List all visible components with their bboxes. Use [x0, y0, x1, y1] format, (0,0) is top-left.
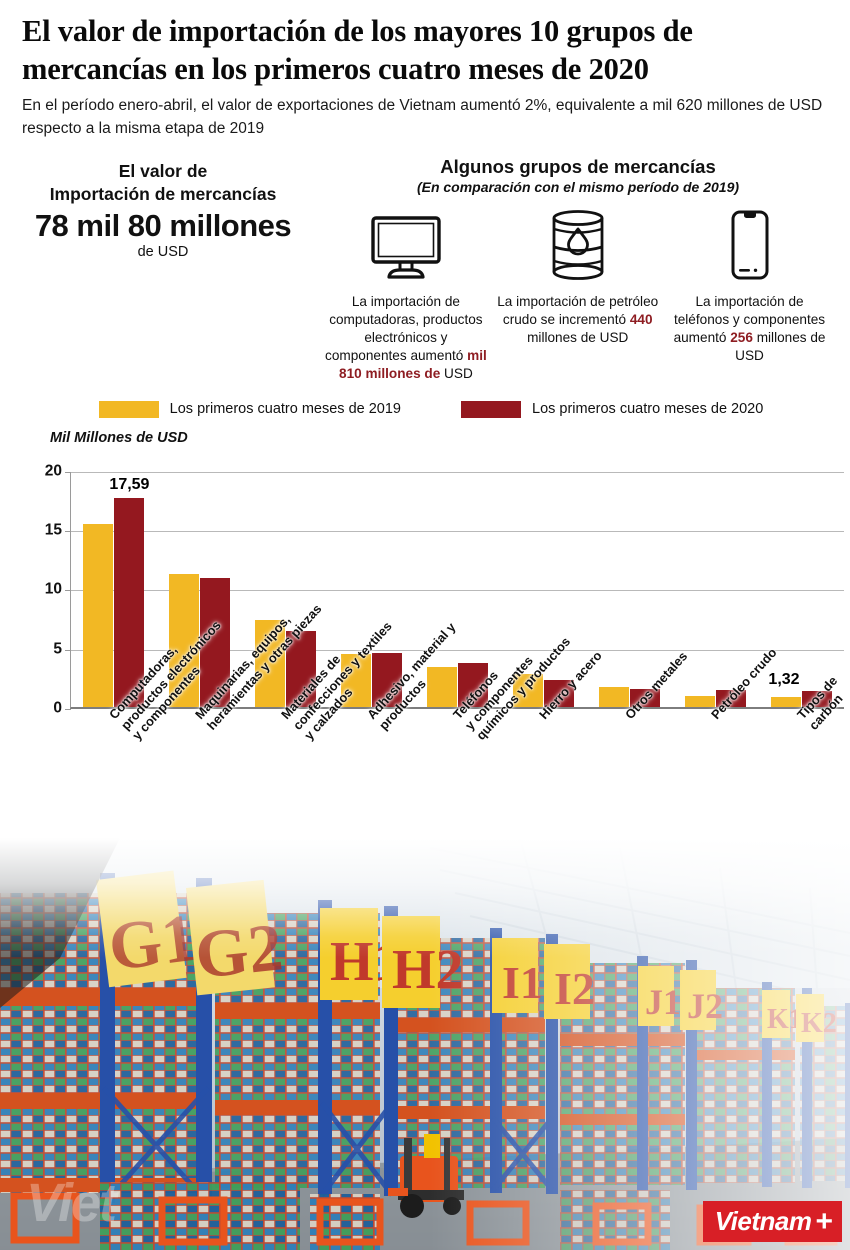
bar-group [415, 472, 501, 707]
icon-cell-computers [320, 215, 492, 281]
bar-group [672, 472, 758, 707]
bar-2020 [200, 577, 231, 707]
bar-2020 [286, 631, 317, 707]
bar-group [243, 472, 329, 707]
logo-text: Vietnam [714, 1206, 812, 1236]
bar-2019 [770, 696, 801, 707]
caption-phones: La importación de teléfonos y componente… [664, 293, 836, 383]
bar-2020 [458, 663, 488, 707]
page-title: El valor de importación de los mayores 1… [22, 14, 693, 87]
caption-computers-post: USD [440, 365, 473, 381]
caption-phones-pre: La importación de teléfonos y componente… [673, 294, 826, 346]
y-axis-tick-label: 20 [44, 462, 62, 480]
total-import-stat: El valor de Importación de mercancías 78… [8, 156, 318, 383]
total-import-label-line1: El valor de [118, 161, 208, 182]
total-import-value: 78 mil 80 millones [34, 207, 292, 243]
legend-item-2020: Los primeros cuatro meses de 2020 [461, 400, 764, 418]
gridline [71, 590, 844, 592]
y-axis-tick-label: 15 [44, 521, 62, 539]
warehouse-photo: G1 G2 H1 H2 I1 I2 J1 J2 K1 K2 [0, 838, 850, 1250]
bar-2020 [715, 690, 746, 707]
icon-cell-crude-oil [492, 209, 664, 281]
chart-plot-area: 0 5 10 15 20 17,59 1,32 [45, 463, 844, 717]
legend-swatch-2019 [98, 400, 159, 418]
warehouse-photo-illustration: G1 G2 H1 H2 I1 I2 J1 J2 K1 K2 [0, 838, 850, 1250]
oil-barrel-icon [552, 210, 604, 281]
bar-2019 [169, 574, 200, 707]
stats-band: El valor de Importación de mercancías 78… [0, 156, 850, 383]
icon-cell-phones [664, 209, 836, 281]
bar-2019 [512, 674, 543, 707]
bar-group [586, 472, 672, 707]
page-subtitle: En el período enero-abril, el valor de e… [22, 97, 823, 137]
y-axis-tick-label: 5 [53, 640, 62, 658]
bar-2020 [543, 679, 574, 707]
y-axis-tick-mark [65, 649, 71, 651]
monitor-icon [371, 216, 441, 279]
chart-bars: 17,59 1,32 [71, 472, 844, 707]
bar-value-label: 1,32 [768, 671, 800, 689]
y-axis-tick-mark [65, 531, 71, 533]
commodity-groups-panel: Algunos grupos de mercancías (En compara… [318, 156, 836, 383]
y-axis-tick-label: 0 [53, 699, 62, 717]
chart-y-axis-label: Mil Millones de USD [50, 429, 188, 446]
bar-group [329, 472, 415, 707]
total-import-label-line2: Importación de mercancías [49, 183, 277, 204]
svg-text:G2: G2 [192, 908, 286, 993]
bar-2020: 17,59 [109, 476, 149, 707]
svg-text:G1: G1 [105, 899, 201, 985]
chart-x-axis-labels: Computadoras, productos electrónicos y c… [70, 601, 850, 842]
caption-crude-oil-post: millones de USD [527, 330, 629, 346]
caption-phones-value: 256 [730, 330, 753, 346]
gridline [71, 471, 844, 473]
bar-group: 1,32 [758, 472, 844, 707]
bar-2019 [341, 653, 372, 707]
legend-label-2019: Los primeros cuatro meses de 2019 [169, 401, 401, 418]
caption-computers-value: mil 810 millones de [339, 348, 487, 381]
chart-legend: Los primeros cuatro meses de 2019 Los pr… [0, 400, 850, 418]
legend-label-2020: Los primeros cuatro meses de 2020 [532, 401, 764, 418]
bar-chart: Mil Millones de USD 0 5 10 15 20 17,59 1,32 C… [0, 429, 850, 743]
bar-2019 [83, 524, 114, 707]
bar-group: 17,59 [71, 472, 157, 707]
logo-plus-icon: + [815, 1204, 833, 1238]
vietnamplus-logo: Vietnam + [702, 1201, 842, 1242]
commodity-icon-row [320, 209, 836, 281]
bar-2020: 1,32 [768, 671, 832, 707]
bar-2019 [427, 666, 457, 707]
bar-group [500, 472, 586, 707]
gridline [71, 531, 844, 533]
total-import-unit: de USD [137, 244, 189, 261]
y-axis-tick-label: 10 [44, 581, 62, 599]
legend-item-2019: Los primeros cuatro meses de 2019 [98, 400, 401, 418]
y-axis-tick-mark [65, 471, 71, 473]
watermark: Viet [26, 1173, 117, 1233]
commodity-caption-row: La importación de computadoras, producto… [320, 293, 836, 383]
caption-computers-pre: La importación de computadoras, producto… [325, 294, 483, 363]
caption-computers: La importación de computadoras, producto… [320, 293, 492, 383]
commodity-groups-subheading: (En comparación con el mismo período de … [416, 179, 740, 196]
bar-2019 [684, 695, 715, 707]
bar-2019 [255, 620, 286, 707]
legend-swatch-2020 [461, 400, 521, 418]
bar-2019 [598, 687, 629, 707]
infographic-header: El valor de importación de los mayores 1… [0, 0, 850, 140]
bar-2020 [629, 688, 660, 707]
bar-group [157, 472, 243, 707]
bar-2020 [372, 652, 403, 707]
caption-crude-oil-pre: La importación de petróleo crudo se incr… [497, 294, 659, 328]
caption-crude-oil-value: 440 [629, 312, 653, 328]
caption-phones-post: millones de USD [735, 330, 826, 363]
bar-value-label: 17,59 [109, 476, 150, 494]
smartphone-icon [731, 210, 769, 280]
gridline [71, 649, 844, 651]
commodity-groups-heading: Algunos grupos de mercancías [440, 156, 716, 178]
y-axis-tick-mark [65, 708, 71, 710]
caption-crude-oil: La importación de petróleo crudo se incr… [492, 293, 664, 383]
y-axis-tick-mark [65, 590, 71, 592]
